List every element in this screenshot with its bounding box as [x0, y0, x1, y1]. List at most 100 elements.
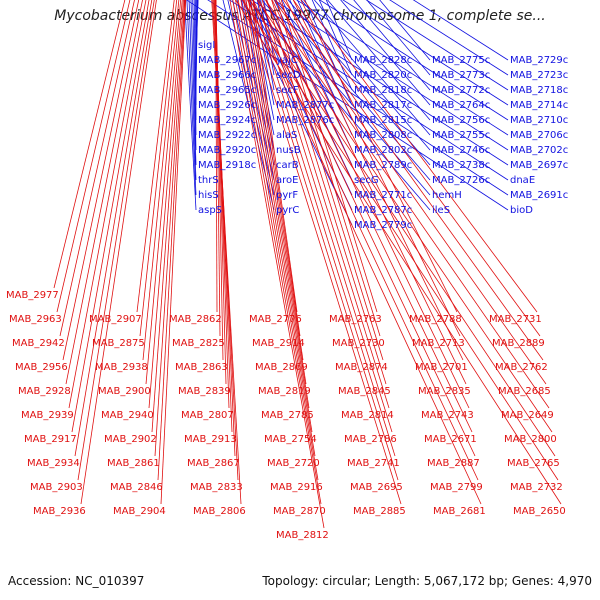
forward-gene-label: MAB_2746c [432, 145, 490, 156]
label-connector [353, 0, 431, 91]
reverse-gene-label: MAB_2671 [424, 434, 477, 445]
reverse-gene-label: MAB_2913 [184, 434, 237, 445]
reverse-gene-label: MAB_2754 [264, 434, 317, 445]
accession-text: Accession: NC_010397 [8, 574, 145, 588]
label-connector [213, 0, 236, 457]
label-connector [249, 0, 353, 211]
reverse-gene-label: MAB_2762 [495, 362, 548, 373]
label-connector [222, 0, 275, 211]
label-connector [261, 0, 431, 196]
label-connector [297, 0, 353, 121]
label-connector [252, 0, 479, 481]
forward-gene-label: MAB_2817c [354, 100, 412, 111]
label-connector [327, 0, 431, 121]
label-connector [188, 0, 197, 181]
label-connector [237, 0, 316, 457]
forward-gene-label: MAB_2702c [510, 145, 568, 156]
label-connector [142, 0, 180, 361]
label-connector [145, 0, 182, 385]
reverse-gene-label: MAB_2814 [341, 410, 394, 421]
reverse-gene-label: MAB_2917 [24, 434, 77, 445]
reverse-gene-label: MAB_2806 [193, 506, 246, 517]
reverse-gene-label: MAB_2902 [104, 434, 157, 445]
forward-gene-label: MAB_2775c [432, 55, 490, 66]
label-connector [300, 0, 458, 313]
forward-gene-label: sigI [198, 40, 215, 51]
label-connector [273, 0, 547, 385]
label-connector [235, 0, 319, 481]
reverse-gene-label: MAB_2977 [6, 290, 59, 301]
label-connector [139, 0, 178, 337]
label-connector [276, 0, 381, 337]
label-connector [136, 0, 175, 313]
reverse-gene-label: MAB_2819 [258, 386, 311, 397]
forward-gene-label: hisS [198, 190, 219, 201]
label-connector [265, 0, 353, 181]
reverse-gene-label: MAB_2765 [507, 458, 560, 469]
label-connector [241, 0, 275, 151]
label-connector [274, 0, 431, 181]
forward-gene-label: MAB_2738c [432, 160, 490, 171]
reverse-gene-label: MAB_2887 [427, 458, 480, 469]
forward-gene-label: MAB_2779c [354, 220, 412, 231]
label-connector [160, 0, 187, 505]
reverse-gene-label: MAB_2914 [252, 338, 305, 349]
label-connector [389, 0, 509, 76]
label-connector [313, 0, 431, 136]
label-connector [271, 0, 384, 361]
label-connector [151, 0, 184, 433]
reverse-gene-label: MAB_2743 [421, 410, 474, 421]
label-connector [215, 0, 221, 337]
label-connector [243, 0, 402, 505]
forward-gene-label: MAB_2706c [510, 130, 568, 141]
forward-gene-label: MAB_2965c [198, 85, 256, 96]
label-connector [248, 0, 304, 361]
forward-gene-label: secF [276, 85, 299, 96]
label-connector [273, 0, 353, 166]
label-connector [248, 0, 399, 481]
reverse-gene-label: MAB_2800 [504, 434, 557, 445]
label-connector [273, 0, 509, 151]
label-connector [227, 0, 275, 196]
reverse-gene-label: MAB_2785 [261, 410, 314, 421]
reverse-gene-label: MAB_2825 [172, 338, 225, 349]
reverse-gene-label: MAB_2874 [335, 362, 388, 373]
reverse-gene-label: MAB_2869 [255, 362, 308, 373]
reverse-gene-label: MAB_2867 [187, 458, 240, 469]
forward-gene-label: MAB_2718c [510, 85, 568, 96]
label-connector [215, 0, 227, 385]
forward-gene-label: aspS [198, 205, 222, 216]
reverse-gene-label: MAB_2928 [18, 386, 71, 397]
forward-gene-label: pyrC [276, 205, 299, 216]
reverse-gene-label: MAB_2861 [107, 458, 160, 469]
label-connector [250, 0, 301, 337]
label-connector [214, 0, 230, 409]
reverse-gene-label: MAB_2885 [353, 506, 406, 517]
forward-gene-label: MAB_2714c [510, 100, 568, 111]
label-connector [278, 0, 467, 385]
label-connector [280, 0, 378, 313]
forward-gene-label: MAB_2967c [198, 55, 256, 66]
reverse-gene-label: MAB_2875 [92, 338, 145, 349]
forward-gene-label: MAB_2726c [432, 175, 490, 186]
reverse-gene-label: MAB_2903 [30, 482, 83, 493]
label-connector [281, 0, 353, 151]
forward-gene-label: secG [354, 175, 379, 186]
forward-gene-label: MAB_2876c [276, 115, 334, 126]
label-connector [232, 0, 275, 181]
reverse-gene-label: MAB_2963 [9, 314, 62, 325]
forward-gene-label: MAB_2802c [354, 145, 412, 156]
label-connector [296, 0, 509, 136]
forward-gene-label: MAB_2877c [276, 100, 334, 111]
reverse-gene-label: MAB_2942 [12, 338, 65, 349]
reverse-gene-label: MAB_2695 [350, 482, 403, 493]
forward-gene-label: MAB_2787c [354, 205, 412, 216]
reverse-gene-label: MAB_2786 [344, 434, 397, 445]
label-connector [214, 0, 233, 433]
label-connector [303, 0, 538, 313]
reverse-gene-label: MAB_2870 [273, 506, 326, 517]
reverse-gene-label: MAB_2732 [510, 482, 563, 493]
reverse-gene-label: MAB_2731 [489, 314, 542, 325]
forward-gene-label: MAB_2755c [432, 130, 490, 141]
